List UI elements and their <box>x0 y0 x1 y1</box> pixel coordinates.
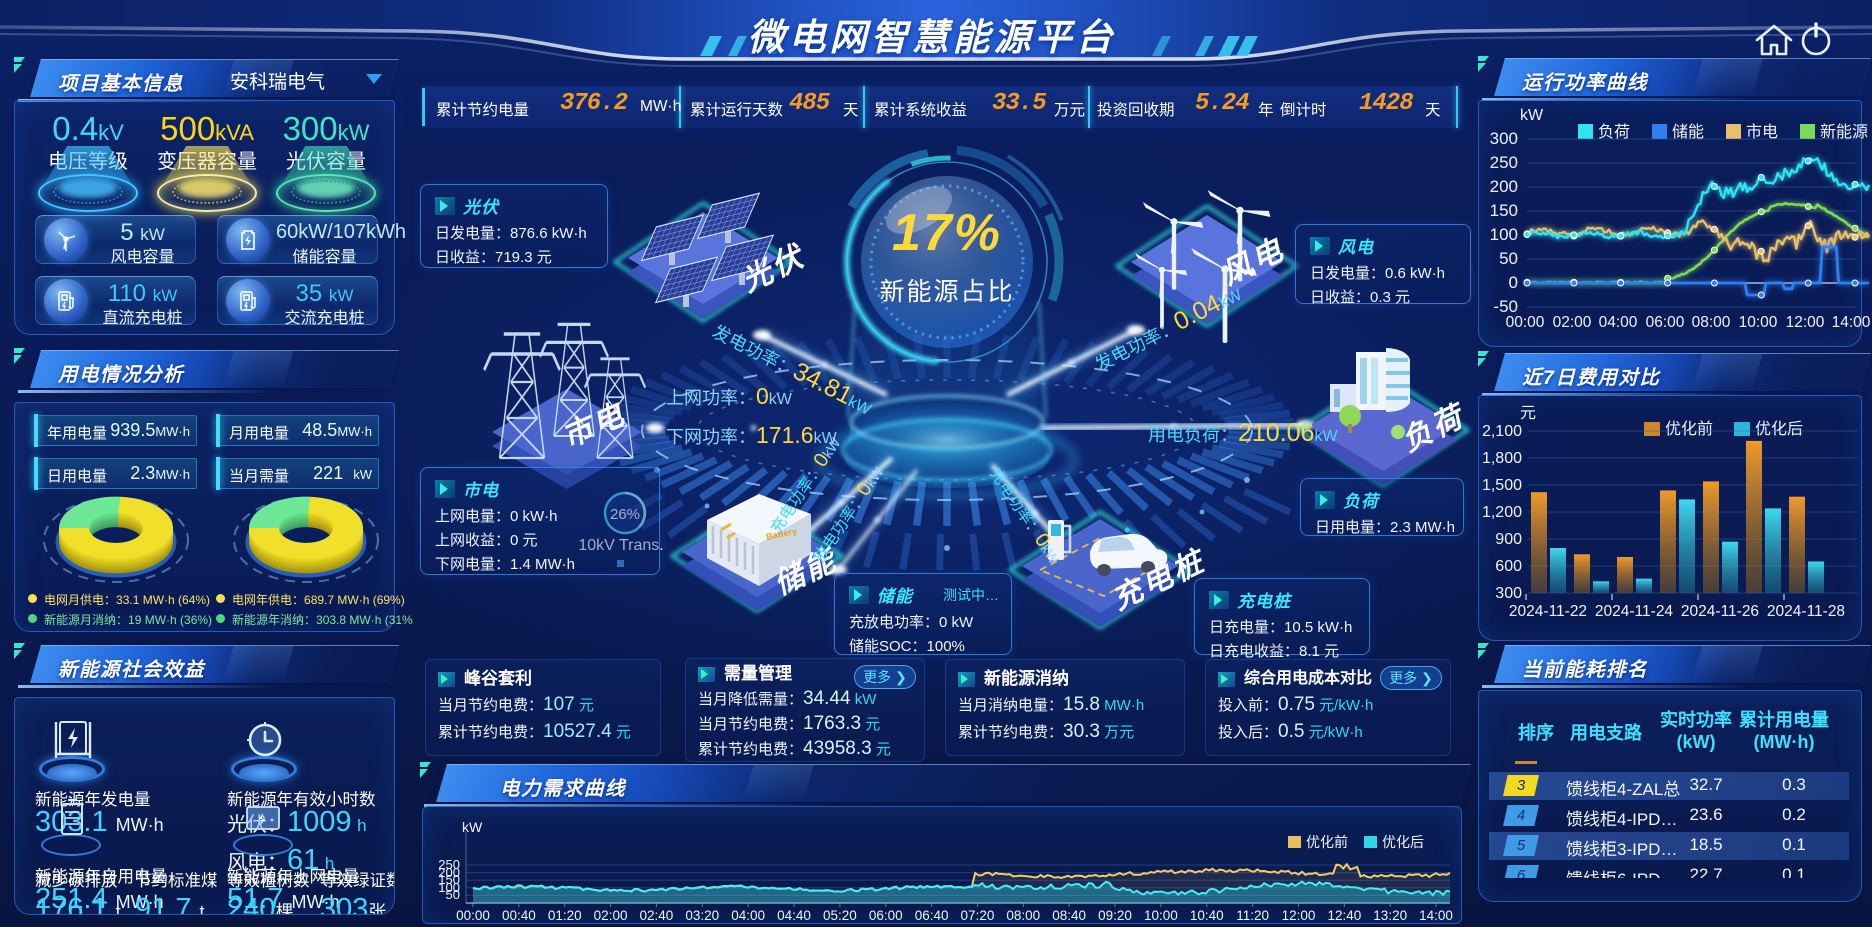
svg-text:2,100: 2,100 <box>1482 423 1522 440</box>
svg-text:优化前: 优化前 <box>1665 420 1713 438</box>
svg-text:03:20: 03:20 <box>685 908 719 923</box>
svg-text:900: 900 <box>1495 531 1522 548</box>
svg-text:00:40: 00:40 <box>502 908 536 923</box>
svg-text:元: 元 <box>1520 405 1536 422</box>
svg-text:12:00: 12:00 <box>1786 314 1825 331</box>
svg-text:微电网智慧能源平台: 微电网智慧能源平台 <box>748 17 1117 58</box>
svg-text:储能: 储能 <box>1672 123 1704 141</box>
svg-text:10:00: 10:00 <box>1739 314 1778 331</box>
svg-text:50: 50 <box>1499 249 1518 268</box>
svg-text:1,500: 1,500 <box>1482 477 1522 494</box>
svg-text:-50: -50 <box>1493 297 1518 316</box>
svg-text:市电: 市电 <box>1746 123 1778 141</box>
svg-text:14:00: 14:00 <box>1419 908 1453 923</box>
svg-text:优化前: 优化前 <box>1306 834 1348 850</box>
svg-text:08:40: 08:40 <box>1052 908 1086 923</box>
svg-text:150: 150 <box>438 872 460 887</box>
svg-text:2024-11-24: 2024-11-24 <box>1595 603 1674 620</box>
svg-text:300: 300 <box>1495 585 1522 602</box>
svg-text:04:00: 04:00 <box>1599 314 1638 331</box>
svg-text:200: 200 <box>1490 177 1518 196</box>
svg-text:优化后: 优化后 <box>1755 420 1803 438</box>
svg-text:08:00: 08:00 <box>1006 908 1040 923</box>
svg-text:12:00: 12:00 <box>1282 908 1316 923</box>
svg-text:600: 600 <box>1495 558 1522 575</box>
svg-text:kW: kW <box>1520 107 1544 124</box>
svg-text:05:20: 05:20 <box>823 908 857 923</box>
svg-text:0: 0 <box>1509 273 1518 292</box>
svg-text:17%: 17% <box>892 204 1002 262</box>
svg-text:2024-11-28: 2024-11-28 <box>1767 603 1845 620</box>
svg-text:14:00: 14:00 <box>1832 314 1871 331</box>
svg-text:12:40: 12:40 <box>1327 908 1361 923</box>
svg-text:01:20: 01:20 <box>548 908 582 923</box>
svg-text:06:40: 06:40 <box>915 908 949 923</box>
svg-text:负荷: 负荷 <box>1598 123 1630 141</box>
svg-text:优化后: 优化后 <box>1382 834 1424 850</box>
svg-text:04:00: 04:00 <box>731 908 765 923</box>
svg-text:50: 50 <box>446 887 460 902</box>
svg-text:150: 150 <box>1490 201 1518 220</box>
svg-text:10:40: 10:40 <box>1190 908 1224 923</box>
svg-text:100: 100 <box>1490 225 1518 244</box>
svg-text:300: 300 <box>1490 129 1518 148</box>
svg-text:02:40: 02:40 <box>640 908 674 923</box>
svg-text:06:00: 06:00 <box>869 908 903 923</box>
svg-text:2024-11-26: 2024-11-26 <box>1681 603 1759 620</box>
svg-text:1,800: 1,800 <box>1482 450 1522 467</box>
svg-text:26%: 26% <box>610 506 640 523</box>
svg-text:200: 200 <box>438 865 460 880</box>
svg-text:00:00: 00:00 <box>456 908 490 923</box>
svg-text:新能源占比: 新能源占比 <box>879 278 1014 306</box>
svg-text:250: 250 <box>1490 153 1518 172</box>
svg-text:250: 250 <box>438 857 460 872</box>
svg-text:kW: kW <box>462 819 483 835</box>
svg-text:06:00: 06:00 <box>1646 314 1685 331</box>
svg-text:08:00: 08:00 <box>1692 314 1731 331</box>
svg-text:2024-11-22: 2024-11-22 <box>1509 603 1587 620</box>
svg-text:13:20: 13:20 <box>1373 908 1407 923</box>
svg-text:02:00: 02:00 <box>594 908 628 923</box>
svg-text:00:00: 00:00 <box>1506 314 1545 331</box>
svg-text:02:00: 02:00 <box>1553 314 1592 331</box>
svg-text:11:20: 11:20 <box>1236 908 1269 923</box>
svg-text:1,200: 1,200 <box>1482 504 1522 521</box>
svg-text:07:20: 07:20 <box>961 908 995 923</box>
svg-text:09:20: 09:20 <box>1098 908 1132 923</box>
svg-text:100: 100 <box>438 880 460 895</box>
svg-text:10:00: 10:00 <box>1144 908 1178 923</box>
svg-text:04:40: 04:40 <box>777 908 811 923</box>
svg-text:新能源: 新能源 <box>1820 123 1868 141</box>
svg-text:10kV Trans.: 10kV Trans. <box>578 537 663 554</box>
